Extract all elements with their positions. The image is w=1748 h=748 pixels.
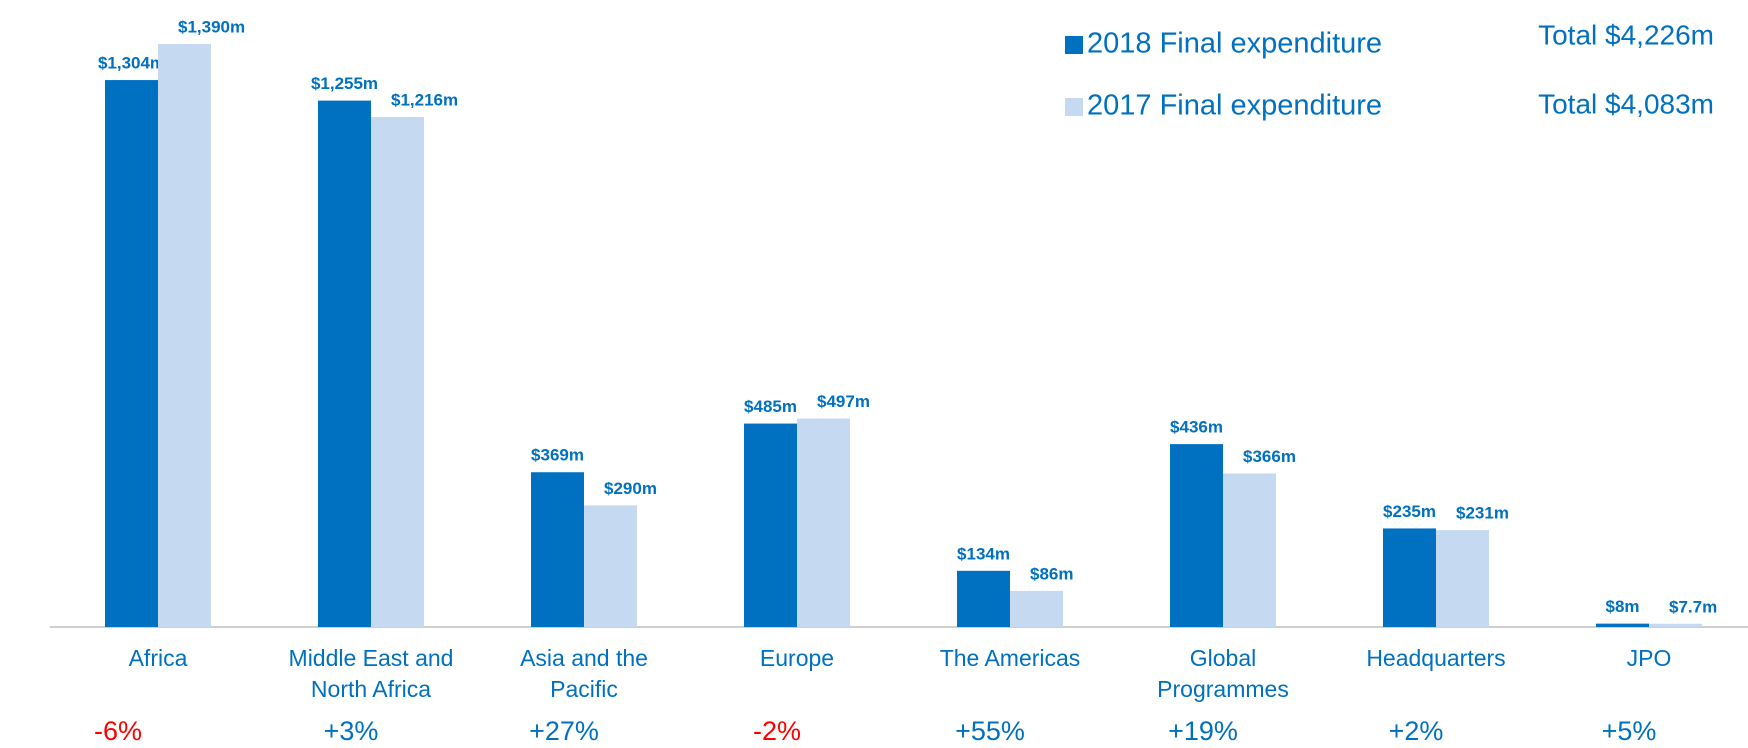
- change-label: +5%: [1602, 716, 1657, 746]
- legend-swatch: [1065, 36, 1083, 54]
- value-label: $366m: [1243, 447, 1296, 466]
- value-label: $485m: [744, 397, 797, 416]
- value-label: $1,390m: [178, 17, 245, 36]
- change-label: +2%: [1389, 716, 1444, 746]
- legend-label: 2018 Final expenditure: [1087, 28, 1382, 60]
- bar: [797, 418, 850, 627]
- bar: [1596, 623, 1649, 627]
- legend-swatch: [1065, 98, 1083, 116]
- change-label: +55%: [955, 716, 1025, 746]
- value-label: $290m: [604, 479, 657, 498]
- value-label: $231m: [1456, 504, 1509, 523]
- change-label: +3%: [324, 716, 379, 746]
- bar: [531, 472, 584, 627]
- bar: [744, 423, 797, 627]
- bar: [371, 116, 424, 627]
- bar: [1010, 590, 1063, 627]
- value-label: $134m: [957, 544, 1010, 563]
- x-tick-label: Middle East and North Africa: [288, 645, 454, 702]
- value-label: $1,255m: [311, 74, 378, 93]
- x-tick-label: Africa: [128, 645, 188, 671]
- value-label: $1,304m: [98, 54, 165, 73]
- x-tick-label: Global Programmes: [1157, 645, 1289, 702]
- x-tick-label: Asia and the Pacific: [520, 645, 648, 702]
- x-tick-label: Europe: [759, 645, 835, 671]
- legend-total: Total $4,226m: [1538, 19, 1714, 50]
- bar: [1170, 444, 1223, 627]
- x-tick-label: JPO: [1626, 645, 1672, 671]
- change-label: -6%: [94, 716, 142, 746]
- bar: [1436, 530, 1489, 627]
- bar: [158, 44, 211, 627]
- bar: [1649, 623, 1702, 627]
- value-label: $7.7m: [1669, 597, 1717, 616]
- legend-label: 2017 Final expenditure: [1087, 90, 1382, 122]
- bar: [957, 570, 1010, 627]
- x-tick-label: The Americas: [939, 645, 1081, 671]
- value-label: $235m: [1383, 502, 1436, 521]
- legend-total: Total $4,083m: [1538, 88, 1714, 119]
- change-label: +19%: [1168, 716, 1238, 746]
- bar: [584, 505, 637, 627]
- bar: [105, 80, 158, 628]
- bar: [318, 100, 371, 627]
- value-label: $436m: [1170, 418, 1223, 437]
- value-label: $8m: [1605, 597, 1639, 616]
- value-label: $1,216m: [391, 90, 458, 109]
- value-label: $86m: [1030, 564, 1073, 583]
- bar: [1383, 528, 1436, 627]
- change-label: +27%: [529, 716, 599, 746]
- x-tick-label: Headquarters: [1366, 645, 1506, 671]
- value-label: $369m: [531, 446, 584, 465]
- change-label: -2%: [753, 716, 801, 746]
- bar: [1223, 473, 1276, 627]
- value-label: $497m: [817, 392, 870, 411]
